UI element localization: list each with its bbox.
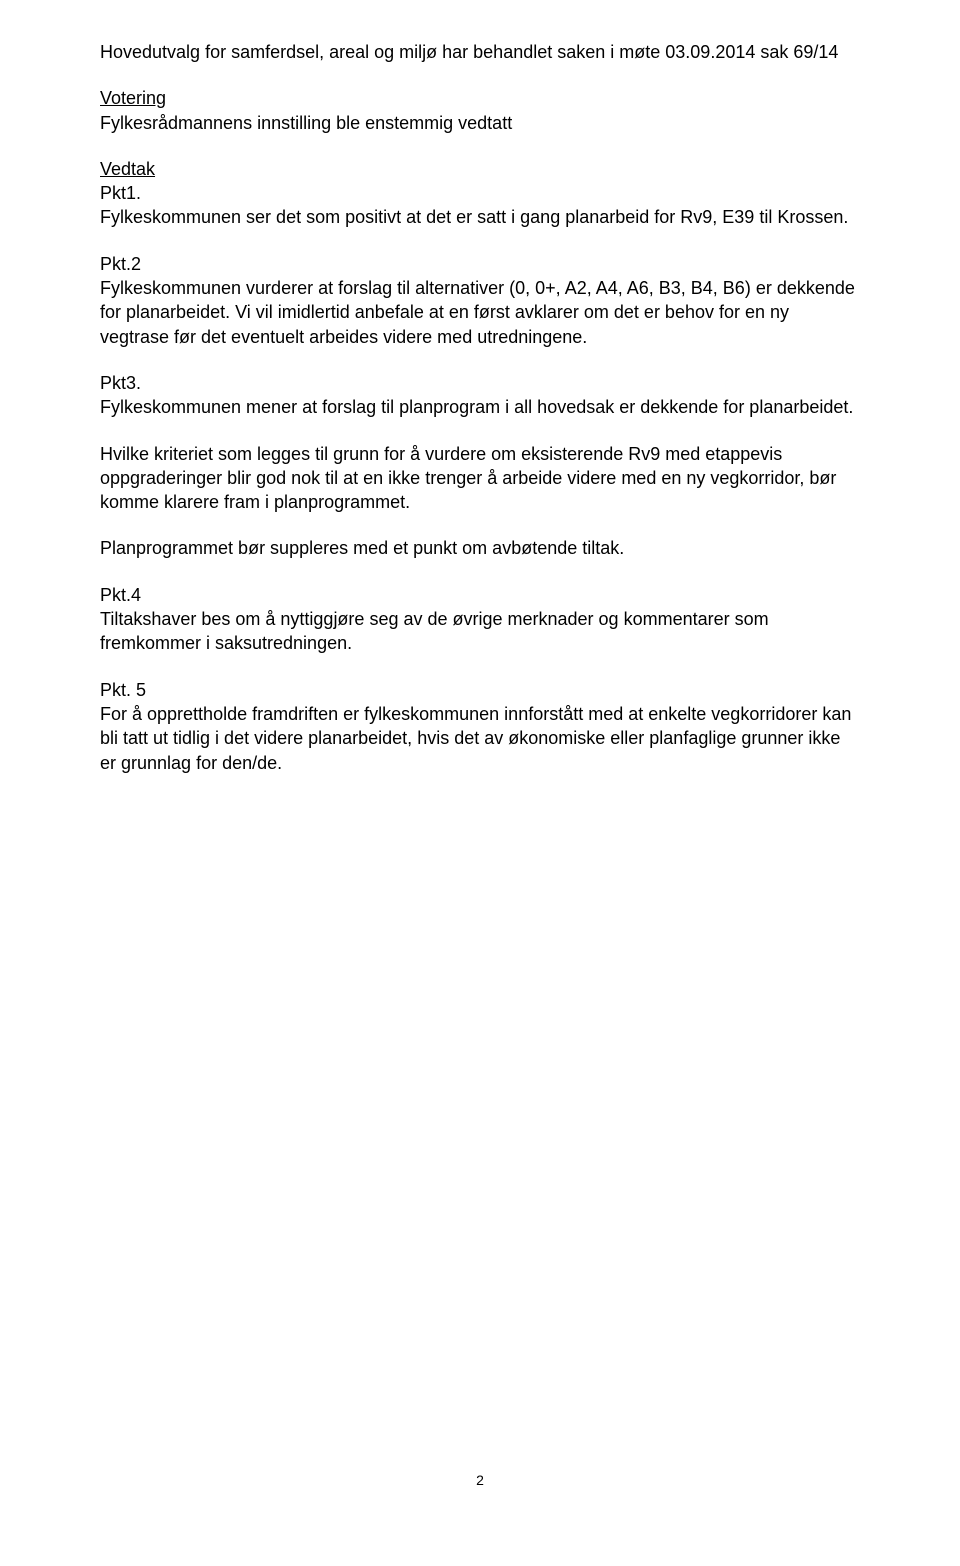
vedtak-section: Vedtak Pkt1. Fylkeskommunen ser det som … [100,157,860,775]
pkt1-text: Fylkeskommunen ser det som positivt at d… [100,205,860,229]
pkt2-text: Fylkeskommunen vurderer at forslag til a… [100,276,860,349]
vedtak-heading: Vedtak [100,157,860,181]
pkt5-label: Pkt. 5 [100,678,860,702]
planprogrammet-paragraph: Planprogrammet bør suppleres med et punk… [100,536,860,560]
pkt4-label: Pkt.4 [100,583,860,607]
votering-text: Fylkesrådmannens innstilling ble enstemm… [100,111,860,135]
intro-paragraph: Hovedutvalg for samferdsel, areal og mil… [100,40,860,64]
pkt5-text: For å opprettholde framdriften er fylkes… [100,702,860,775]
votering-section: Votering Fylkesrådmannens innstilling bl… [100,86,860,135]
votering-heading: Votering [100,86,860,110]
pkt3-text: Fylkeskommunen mener at forslag til plan… [100,395,860,419]
page-number: 2 [100,1471,860,1490]
pkt3-label: Pkt3. [100,371,860,395]
hvilke-paragraph: Hvilke kriteriet som legges til grunn fo… [100,442,860,515]
pkt4-text: Tiltakshaver bes om å nyttiggjøre seg av… [100,607,860,656]
pkt2-label: Pkt.2 [100,252,860,276]
pkt1-label: Pkt1. [100,181,860,205]
document-page: Hovedutvalg for samferdsel, areal og mil… [100,40,860,1526]
